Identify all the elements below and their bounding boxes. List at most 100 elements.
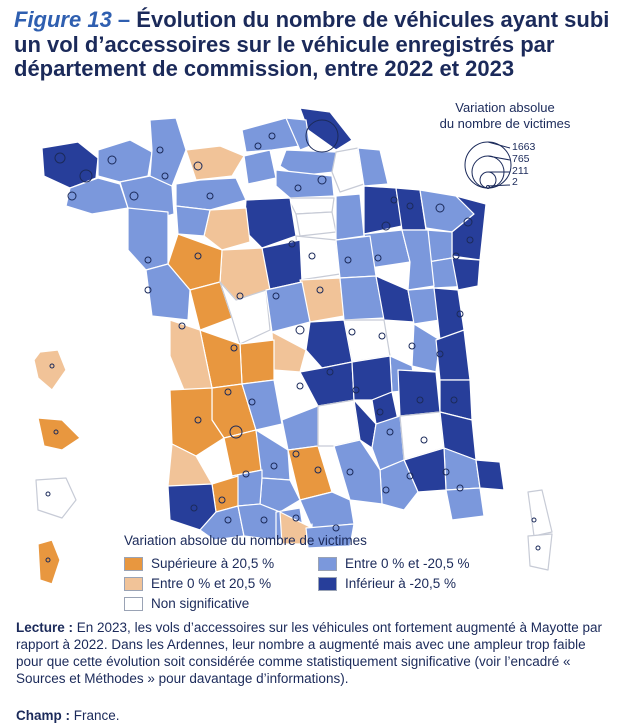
victim-bubble: [416, 396, 424, 404]
bubble-legend-1663: [464, 141, 512, 189]
victim-bubble: [230, 344, 238, 352]
victim-bubble: [79, 169, 93, 183]
victim-bubble: [288, 240, 296, 248]
victim-bubble: [317, 175, 327, 185]
department-creuse: [271, 331, 307, 373]
victim-bubble: [435, 203, 445, 213]
legend-swatch-neg: [318, 556, 337, 571]
department-seine-marne: [335, 193, 365, 241]
victim-bubble: [381, 221, 391, 231]
department-herault: [299, 491, 355, 529]
legend-label-sup: Supérieure à 20,5 %: [151, 556, 275, 571]
department-indre: [265, 281, 311, 333]
legend-label-neg: Entre 0 % et -20,5 %: [345, 556, 470, 571]
department-char-mar: [169, 319, 213, 391]
department-yonne: [335, 235, 377, 279]
legend-label-ns: Non significative: [151, 596, 250, 611]
victim-bubble: [406, 472, 414, 480]
victim-bubble: [314, 466, 322, 474]
title-dash: –: [111, 7, 137, 32]
scope-note-text: France.: [70, 708, 120, 723]
victim-bubble: [344, 256, 352, 264]
victim-bubble: [326, 368, 334, 376]
department-val-oise: [287, 197, 335, 215]
department-guyane: [37, 417, 81, 451]
victim-bubble: [236, 292, 244, 300]
departments: [33, 107, 553, 585]
victim-bubble: [156, 146, 164, 154]
department-eure-loir: [243, 197, 297, 249]
department-aisne: [331, 147, 365, 193]
victim-bubbles: [45, 119, 541, 563]
legend-label-pos: Entre 0 % et 20,5 %: [151, 576, 272, 591]
bubble-legend-values: 1663 765 211 2: [512, 141, 536, 189]
victim-bubble: [463, 217, 473, 227]
department-haut-rhin: [451, 257, 481, 291]
victim-bubble: [452, 252, 460, 260]
victim-bubble: [531, 517, 537, 523]
victim-bubble: [456, 310, 464, 318]
legend-item-neg: Entre 0 % et -20,5 %: [318, 556, 470, 571]
victim-bubble: [224, 516, 232, 524]
bubble-legend-title-line2: du nombre de victimes: [439, 116, 571, 131]
legend-item-ns: Non significative: [124, 596, 249, 611]
department-ardennes: [357, 147, 389, 187]
victim-bubble: [178, 322, 186, 330]
victim-bubble: [316, 286, 324, 294]
victim-bubble: [292, 450, 300, 458]
department-allier: [305, 319, 353, 369]
department-hte-marne: [401, 229, 435, 291]
victim-bubble: [456, 484, 464, 492]
department-puy-dome: [299, 361, 355, 407]
figure-label: Figure 13: [14, 7, 112, 32]
victim-bubble: [53, 429, 59, 435]
reading-note-label: Lecture :: [16, 620, 74, 635]
victim-bubble: [54, 152, 66, 164]
victim-bubble: [378, 332, 386, 340]
victim-bubble: [242, 470, 250, 478]
department-var: [445, 487, 485, 521]
victim-bubble: [270, 462, 278, 470]
victim-bubble: [144, 256, 152, 264]
victim-bubble: [308, 252, 316, 260]
victim-bubble: [45, 557, 51, 563]
department-bzh-29: [41, 141, 99, 189]
victim-bubble: [346, 468, 354, 476]
victim-bubble: [194, 416, 202, 424]
department-guadeloupe: [33, 349, 67, 391]
victim-bubble: [420, 436, 428, 444]
victim-bubble: [386, 428, 394, 436]
department-manche: [149, 117, 187, 187]
victim-bubble: [305, 119, 339, 153]
victim-bubble: [161, 172, 169, 180]
title-text: Évolution du nombre de véhicules ayant s…: [14, 7, 610, 81]
legend-item-sup: Supérieure à 20,5 %: [124, 556, 274, 571]
victim-bubble: [436, 350, 444, 358]
victim-bubble: [442, 468, 450, 476]
victim-bubble: [229, 425, 243, 439]
victim-bubble: [193, 161, 203, 171]
department-corse-n: [527, 489, 553, 537]
victim-bubble: [272, 292, 280, 300]
bubble-value-1663: 1663: [512, 141, 536, 153]
victim-bubble: [352, 386, 360, 394]
department-cantal: [281, 405, 319, 451]
bubble-legend-circles: [464, 141, 512, 189]
victim-bubble: [190, 504, 198, 512]
victim-bubble: [248, 398, 256, 406]
victim-bubble: [295, 325, 305, 335]
department-reunion: [35, 477, 77, 519]
figure-title: Figure 13 – Évolution du nombre de véhic…: [14, 7, 614, 82]
victim-bubble: [218, 496, 226, 504]
legend-title: Variation absolue du nombre de victimes: [124, 533, 367, 548]
department-calvados: [185, 145, 245, 181]
bubble-value-765: 765: [512, 152, 530, 165]
victim-bubble: [374, 254, 382, 262]
department-mayenne: [175, 205, 211, 237]
victim-bubble: [292, 514, 300, 522]
legend-swatch-pos: [124, 576, 143, 591]
department-jura: [411, 323, 441, 373]
bubble-value-2: 2: [512, 176, 518, 189]
department-loire-atl: [127, 207, 169, 271]
